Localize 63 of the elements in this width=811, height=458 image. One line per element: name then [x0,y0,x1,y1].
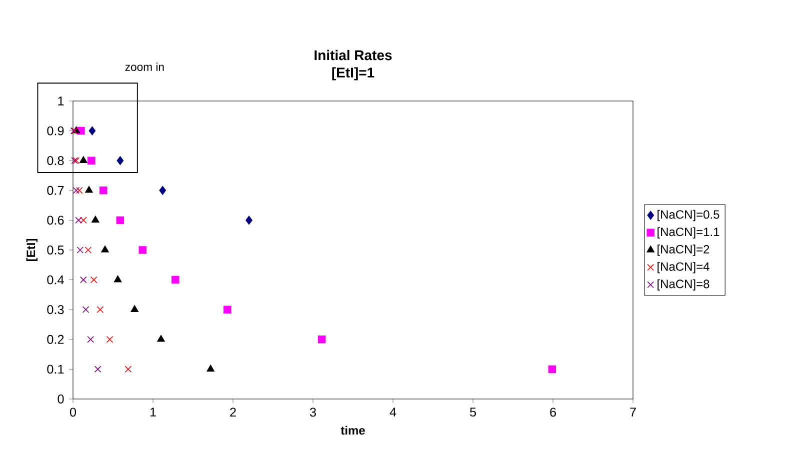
y-tick-label: 0.4 [47,275,64,284]
point [76,246,84,254]
point [94,366,102,373]
y-axis-title: [EtI] [26,239,38,261]
point [75,216,82,224]
x-tick-label: 2 [230,408,236,417]
point [116,156,124,165]
point [72,186,80,194]
point [548,365,556,374]
y-tick-label: 0.5 [47,246,64,254]
y-tick-label: 0.8 [47,156,64,166]
y-tick-label: 0.7 [47,186,64,195]
point [106,336,114,343]
legend-label: [NaCN]=1.1 [658,227,720,238]
point [116,216,124,224]
point [88,126,96,136]
y-tick-label: 0.3 [47,305,64,314]
text: zoom in [125,62,164,71]
chart-title: Initial Rates [314,50,392,60]
x-tick-label: 5 [470,408,476,417]
point [96,306,104,314]
point [157,335,165,342]
point [101,246,109,252]
point [85,186,93,193]
legend-label: [NaCN]=8 [658,279,710,291]
point [76,186,83,194]
point [318,336,326,344]
y-tick-label: 0.6 [47,216,64,225]
legend-label: [NaCN]=4 [658,262,710,274]
point [114,275,122,282]
x-tick-label: 4 [390,408,396,416]
point [80,276,87,284]
point [172,276,180,284]
y-tick-label: 0.9 [47,126,64,136]
y-tick-label: 0.2 [47,334,64,344]
point [88,156,96,164]
point [130,305,138,312]
point [206,364,214,372]
y-tick-label: 1 [58,96,64,106]
x-tick-label: 1 [150,408,156,416]
point [159,186,166,195]
chart-subtitle: [EtI]=1 [332,67,374,80]
point [92,216,100,223]
point [87,336,94,343]
y-tick-label: 0.1 [47,364,64,374]
x-tick-label: 7 [630,408,636,416]
point [124,366,132,373]
point [100,186,108,194]
point [80,216,87,224]
y-tick-label: 0 [58,394,64,404]
x-axis-title: time [340,426,365,435]
point [246,216,252,225]
point [224,306,232,314]
point [90,276,98,284]
x-tick-label: 6 [550,408,556,417]
x-tick-label: 3 [310,408,316,417]
point [84,246,92,254]
legend-label: [NaCN]=2 [658,244,710,256]
point [80,156,88,163]
point [82,306,90,314]
point [138,246,146,254]
x-tick-label: 0 [70,408,76,417]
legend-label: [NaCN]=0.5 [658,210,720,222]
